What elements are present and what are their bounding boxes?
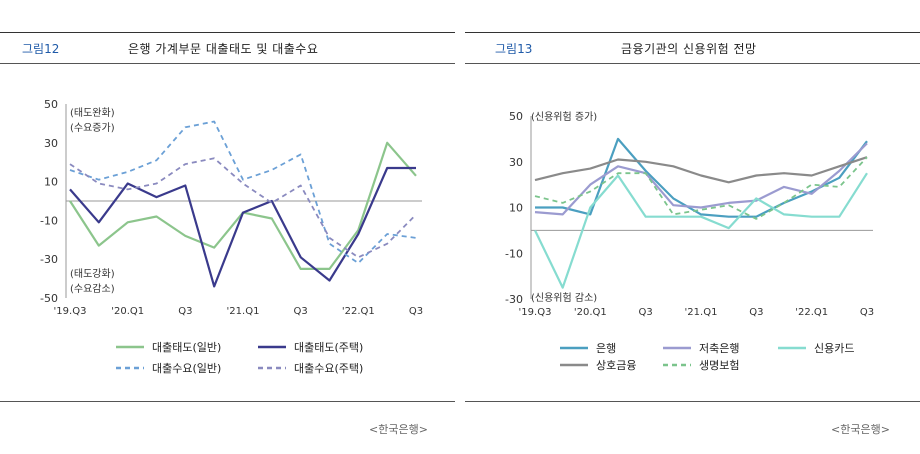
x-tick-label: '22.Q1 (795, 307, 828, 318)
series-line (535, 137, 868, 218)
source-note: <한국은행> (369, 423, 428, 436)
figure-title: 은행 가계부문 대출태도 및 대출수요 (128, 42, 319, 56)
legend-label: 신용카드 (814, 342, 854, 355)
x-tick-label: Q3 (178, 306, 192, 317)
series-line (534, 172, 868, 289)
legend-label: 대출수요(주택) (294, 362, 363, 375)
x-tick-label: '20.Q1 (574, 307, 607, 318)
legend-label: 저축은행 (699, 342, 739, 355)
chart-right: 50 30 10 -10 -30'19.Q3 '20.Q1 Q3 '21.Q1 Q3 '22.Q1… (505, 110, 874, 372)
y-tick-label: 10 (44, 176, 58, 189)
axis-annotation: (태도강화) (70, 268, 115, 280)
y-tick-label: 30 (44, 137, 58, 150)
legend-label: 대출수요(일반) (152, 361, 221, 375)
header-rule (465, 63, 920, 64)
x-tick-label: '19.Q3 (54, 306, 87, 317)
y-tick-label: -30 (505, 293, 523, 306)
chart-left: 50 30 10 -10 -30 -50'19.Q3 '20.Q1 Q3 '21.Q1 Q3 '22… (40, 98, 423, 375)
legend-label: 은행 (596, 342, 616, 355)
series-line (69, 141, 417, 270)
x-tick-label: '20.Q1 (111, 306, 144, 317)
series-line (534, 156, 868, 220)
axis-annotation: (수요증가) (70, 122, 115, 134)
x-tick-label: '21.Q1 (227, 306, 260, 317)
figure-label: 그림12 (22, 42, 60, 56)
y-tick-label: 50 (509, 110, 523, 123)
legend-label: 상호금융 (596, 359, 636, 372)
axis-annotation: (태도완화) (70, 107, 115, 119)
series-line (534, 156, 868, 184)
series-line (69, 166, 416, 288)
top-rule (465, 32, 920, 33)
figure-13-panel: 그림13 금융기관의 신용위험 전망 50 30 10 -10 -30'19.Q3 '20… (465, 0, 920, 454)
header-rule (0, 63, 455, 64)
legend-label: 대출태도(일반) (152, 340, 221, 354)
y-tick-label: -10 (505, 247, 523, 260)
axis-annotation: (신용위험 증가) (531, 110, 597, 123)
series-line (534, 142, 868, 216)
x-tick-label: '19.Q3 (519, 307, 552, 318)
y-tick-label: 50 (44, 98, 58, 111)
top-rule (0, 32, 455, 33)
y-tick-label: -10 (40, 214, 58, 227)
axis-annotation: (수요감소) (70, 283, 115, 295)
figure-12-panel: 그림12 은행 가계부문 대출태도 및 대출수요 50 30 10 -10 -30 -50… (0, 0, 455, 454)
y-tick-label: -50 (40, 292, 58, 305)
figure-title: 금융기관의 신용위험 전망 (621, 42, 757, 56)
legend-label: 대출태도(주택) (294, 341, 363, 354)
series-line (69, 120, 417, 265)
figure-label: 그림13 (495, 42, 533, 56)
x-tick-label: Q3 (639, 307, 653, 318)
y-tick-label: -30 (40, 253, 58, 266)
bottom-rule (465, 401, 920, 402)
axis-annotation: (신용위험 감소) (531, 291, 597, 304)
x-tick-label: '21.Q1 (685, 307, 718, 318)
legend-label: 생명보험 (699, 359, 739, 372)
x-tick-label: Q3 (409, 306, 423, 317)
x-tick-label: Q3 (294, 306, 308, 317)
y-tick-label: 30 (509, 156, 523, 169)
x-tick-label: Q3 (749, 307, 763, 318)
series-line (69, 157, 417, 259)
y-tick-label: 10 (509, 202, 523, 215)
bottom-rule (0, 401, 455, 402)
source-note: <한국은행> (831, 423, 890, 436)
x-tick-label: Q3 (860, 307, 874, 318)
x-tick-label: '22.Q1 (342, 306, 375, 317)
